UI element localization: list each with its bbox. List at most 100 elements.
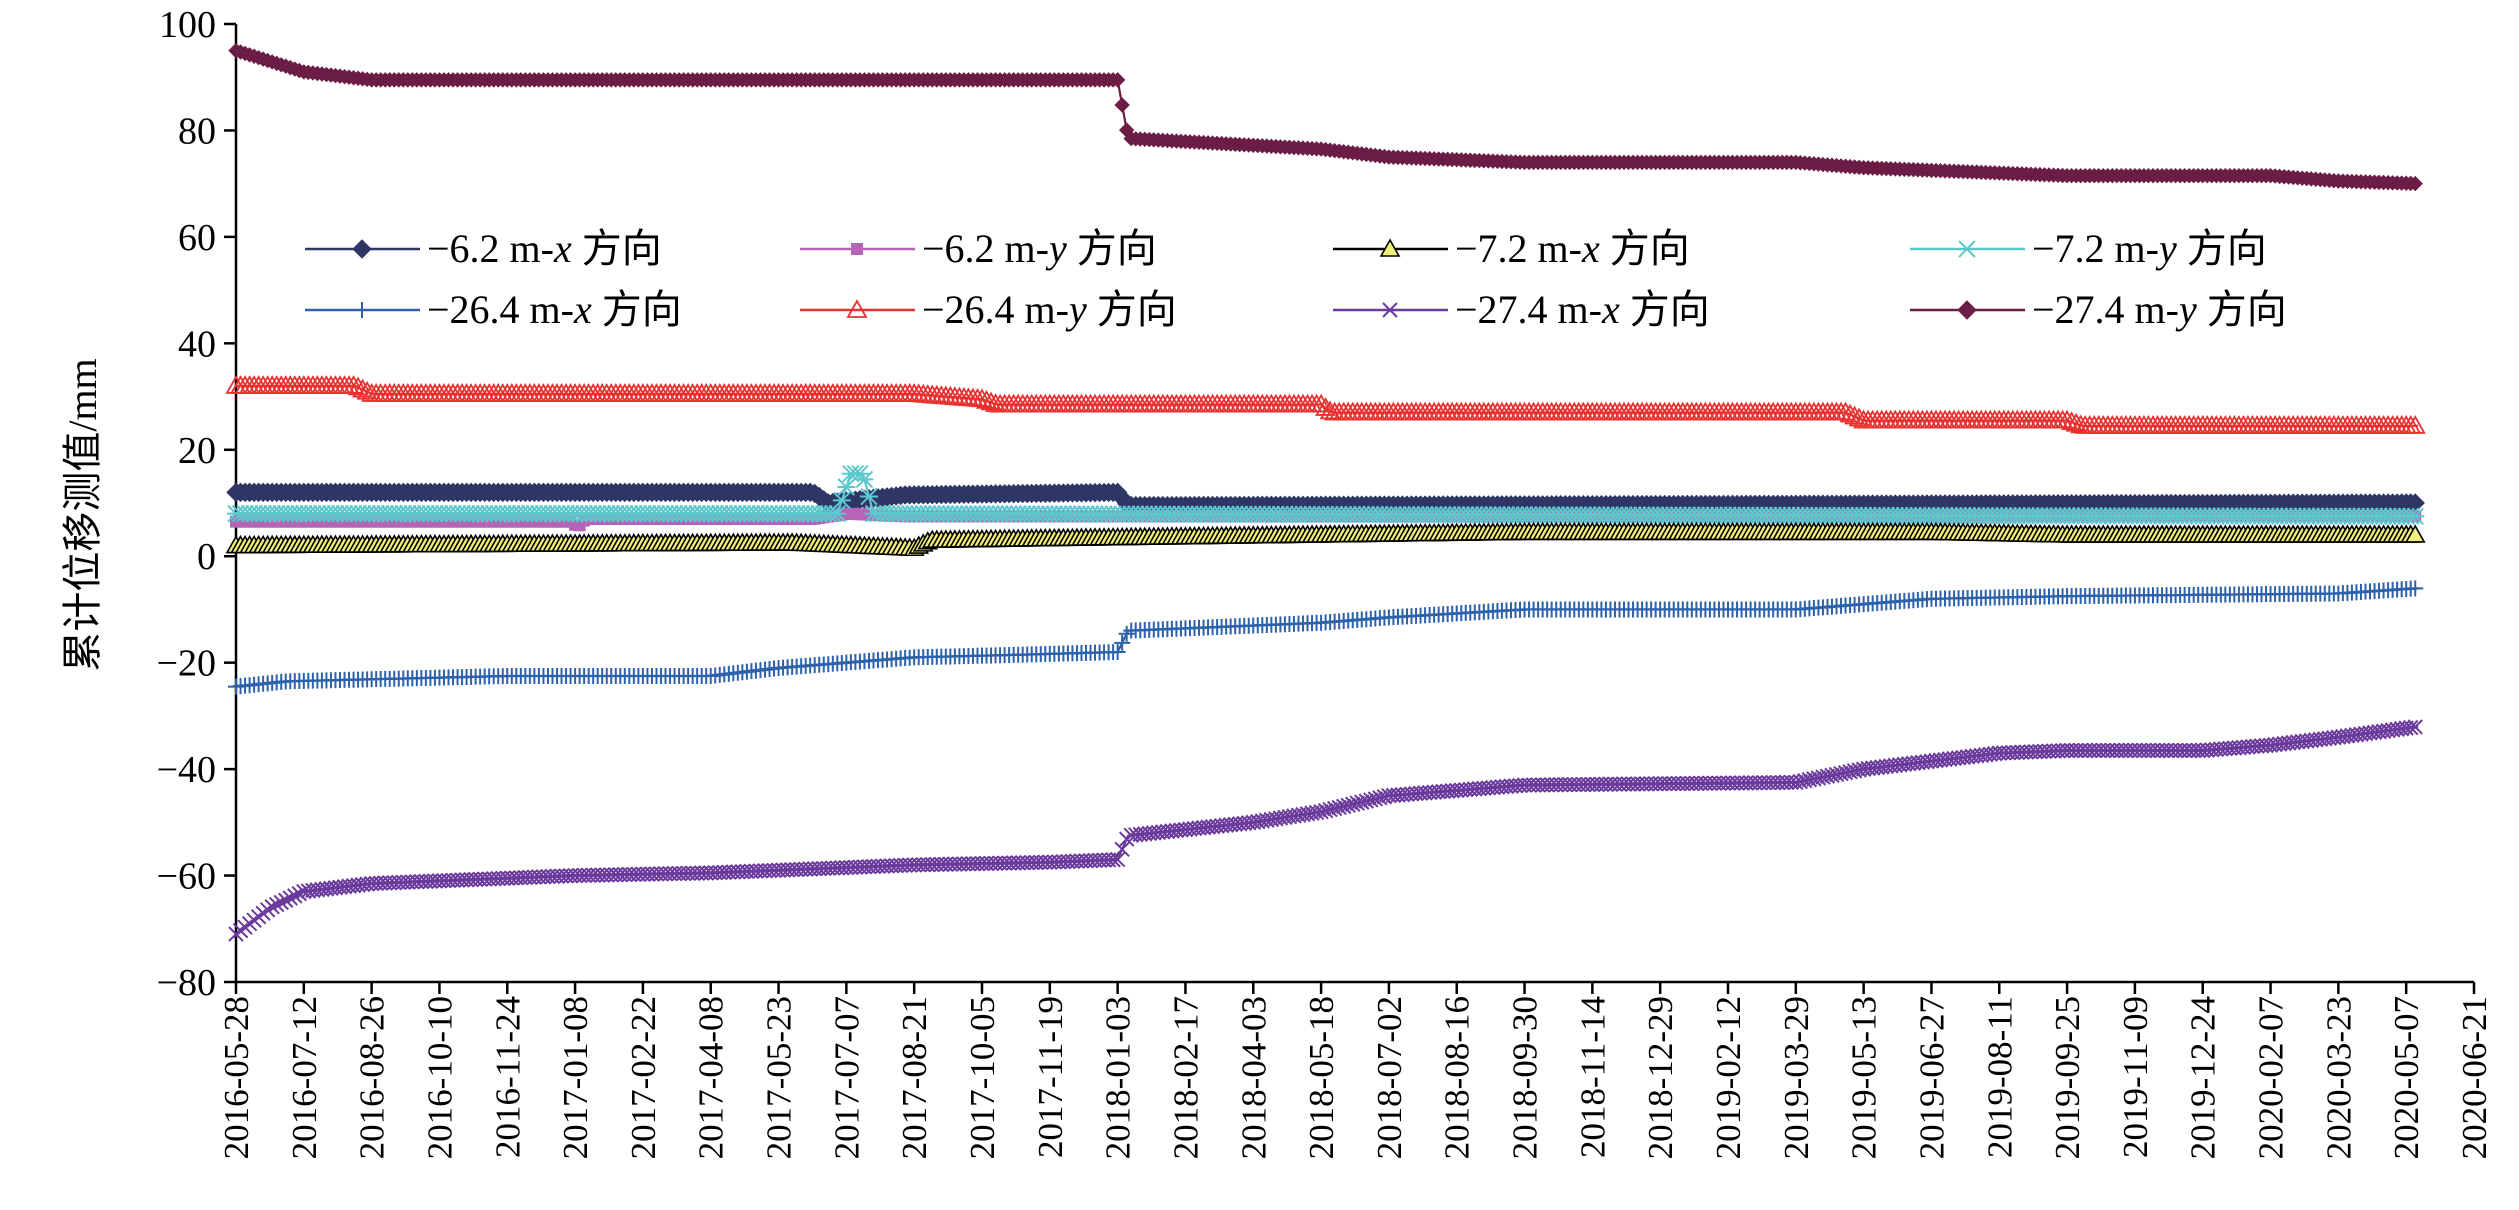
marker — [1382, 302, 1398, 318]
marker — [287, 888, 303, 904]
x-tick-label: 2016-11-24 — [488, 996, 527, 1158]
series-line — [235, 587, 2419, 688]
marker — [1114, 634, 1131, 651]
marker — [1310, 393, 1332, 413]
marker — [347, 376, 369, 396]
marker — [1792, 773, 1809, 790]
marker — [354, 302, 370, 318]
marker — [2406, 507, 2425, 526]
marker — [1788, 774, 1804, 791]
y-tick-label: 0 — [197, 536, 216, 578]
x-tick-label: 2017-02-22 — [624, 996, 663, 1159]
marker — [2404, 414, 2426, 434]
marker — [846, 299, 868, 318]
marker — [273, 894, 289, 911]
x-tick-label: 2017-01-08 — [556, 996, 595, 1159]
marker — [1958, 240, 1976, 258]
x-tick-label: 2017-11-19 — [1031, 996, 1070, 1158]
marker — [264, 899, 280, 915]
marker — [1810, 770, 1827, 786]
marker — [1797, 772, 1813, 789]
legend-label: −26.4 m-x 方向 — [427, 287, 682, 332]
legend-item-6: −26.4 m-y 方向 — [800, 287, 1177, 332]
marker — [1114, 841, 1130, 858]
marker — [352, 378, 374, 398]
series-markers — [228, 580, 2424, 695]
x-tick-label: 2018-09-30 — [1506, 996, 1545, 1159]
x-tick-label: 2017-08-21 — [895, 996, 934, 1159]
marker — [1815, 769, 1831, 785]
marker — [1372, 790, 1388, 806]
legend-label: −7.2 m-x 方向 — [1455, 226, 1690, 271]
marker — [855, 470, 874, 489]
marker — [1842, 764, 1858, 780]
marker — [1313, 803, 1329, 820]
marker — [828, 504, 847, 523]
y-tick-label: 20 — [178, 430, 216, 472]
marker — [268, 896, 285, 913]
marker — [1109, 851, 1126, 868]
marker — [1833, 765, 1849, 782]
legend-label: −26.4 m-y 方向 — [922, 287, 1177, 332]
x-tick-label: 2019-02-12 — [1709, 996, 1748, 1159]
marker — [971, 388, 993, 408]
series-line — [235, 49, 2419, 185]
marker — [1340, 797, 1356, 814]
legend-label: −27.4 m-x 方向 — [1455, 287, 1710, 332]
legend-item-4: −7.2 m-y 方向 — [1910, 226, 2267, 271]
marker — [1358, 793, 1375, 809]
marker — [1118, 625, 1135, 642]
legend: −6.2 m-x 方向 −6.2 m-y 方向 −7.2 m-x 方向 −7.2 m-… — [305, 226, 2287, 332]
y-tick-label: −60 — [157, 856, 216, 898]
marker — [1957, 300, 1977, 320]
marker — [2061, 411, 2083, 431]
marker — [851, 243, 863, 255]
marker — [1315, 397, 1337, 416]
marker — [282, 890, 298, 906]
marker — [2065, 412, 2087, 432]
x-tick-label: 2016-05-28 — [217, 996, 256, 1159]
marker — [1367, 791, 1384, 807]
series-markers — [225, 375, 2426, 434]
marker — [356, 380, 378, 400]
x-tick-label: 2018-11-14 — [1573, 996, 1612, 1158]
marker — [343, 375, 365, 394]
x-tick-label: 2017-07-07 — [827, 996, 866, 1159]
x-tick-label: 2018-02-17 — [1166, 996, 1205, 1159]
marker — [1109, 644, 1126, 661]
y-tick-label: 40 — [178, 323, 216, 365]
y-tick-label: 80 — [178, 110, 216, 152]
marker — [1806, 771, 1822, 787]
marker — [1839, 403, 1861, 423]
marker — [2407, 580, 2424, 597]
series-layer — [225, 42, 2426, 942]
marker — [1322, 801, 1338, 818]
marker — [975, 389, 998, 409]
legend-item-8: −27.4 m-y 方向 — [1910, 287, 2287, 332]
marker — [1335, 798, 1352, 815]
x-tick-label: 2019-12-24 — [2184, 996, 2223, 1159]
marker — [2056, 409, 2078, 429]
x-tick-label: 2016-07-12 — [285, 996, 324, 1159]
marker — [352, 239, 372, 259]
y-tick-label: −40 — [157, 749, 216, 791]
x-tick-label: 2018-01-03 — [1099, 996, 1138, 1159]
series-4 — [227, 465, 2425, 526]
legend-label: −27.4 m-y 方向 — [2032, 287, 2287, 332]
marker — [2407, 719, 2423, 735]
marker — [2407, 175, 2423, 192]
y-tick-label: −80 — [157, 962, 216, 1004]
series-5 — [228, 580, 2424, 695]
y-tick-label: −20 — [157, 643, 216, 685]
marker — [1326, 800, 1343, 817]
x-tick-label: 2018-07-02 — [1370, 996, 1409, 1159]
x-tick-label: 2018-08-16 — [1438, 996, 1477, 1159]
series-line — [235, 725, 2419, 935]
marker — [1844, 405, 1866, 425]
legend-item-5: −26.4 m-x 方向 — [305, 287, 682, 332]
marker — [1848, 407, 1870, 427]
x-tick-label: 2019-06-27 — [1912, 996, 1951, 1159]
series-markers — [227, 465, 2425, 526]
x-tick-label: 2020-02-07 — [2252, 996, 2291, 1159]
